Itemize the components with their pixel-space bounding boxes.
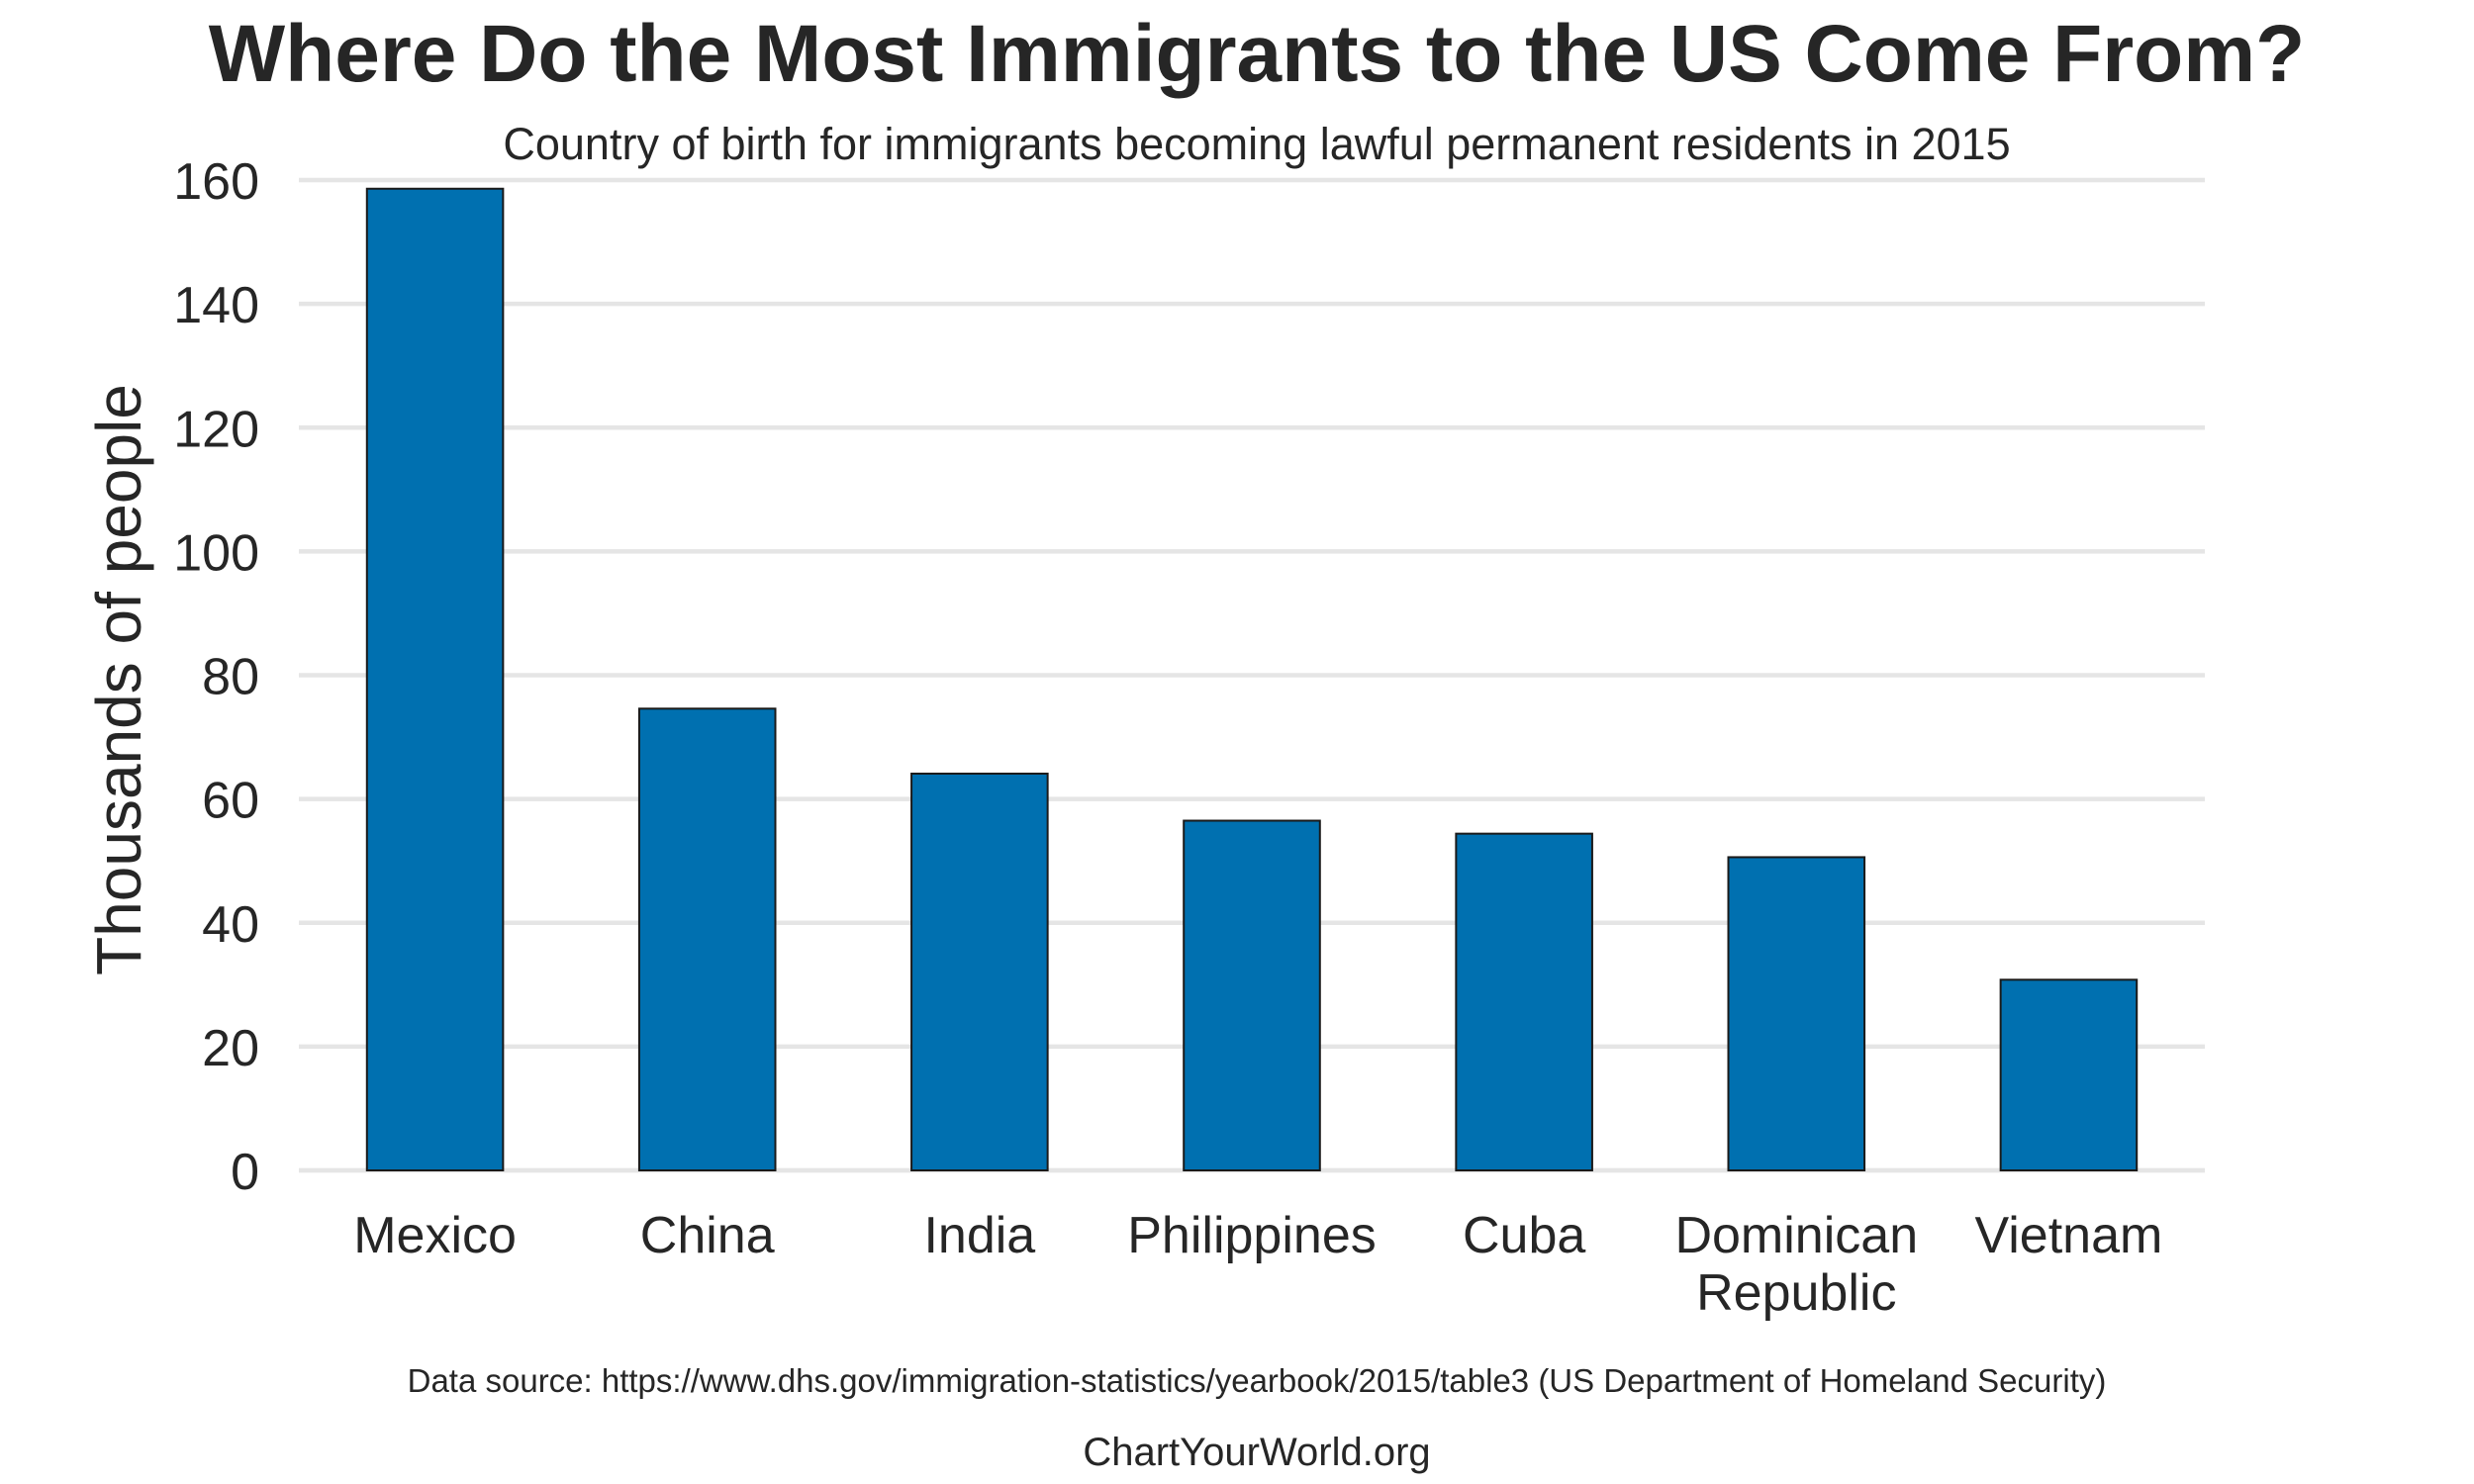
y-tick-label: 100 <box>173 524 259 582</box>
bar <box>1999 978 2139 1171</box>
y-tick-label: 80 <box>202 649 259 706</box>
bars <box>365 187 2139 1172</box>
bar <box>1183 819 1321 1171</box>
x-axis-ticks: Mexico China India Philippines Cuba Dominican… <box>353 1207 2162 1322</box>
x-tick-label: China <box>640 1207 775 1264</box>
x-tick-label: Dominican <box>1674 1207 1918 1264</box>
y-tick-label: 160 <box>173 153 259 211</box>
x-tick-label: Philippines <box>1127 1207 1377 1264</box>
y-tick-label: 60 <box>202 773 259 830</box>
chart-subtitle: Country of birth for immigrants becoming… <box>503 119 2010 169</box>
bar <box>910 772 1049 1171</box>
y-tick-label: 40 <box>202 896 259 954</box>
bar <box>1455 832 1593 1171</box>
data-source-note: Data source: https://www.dhs.gov/immigra… <box>408 1362 2107 1399</box>
x-tick-label: Cuba <box>1463 1207 1585 1264</box>
x-tick-label: India <box>923 1207 1035 1264</box>
x-tick-label: Republic <box>1696 1264 1896 1322</box>
bar <box>365 187 505 1172</box>
bar <box>637 707 777 1171</box>
y-axis-label: Thousands of people <box>83 384 154 975</box>
credit-label: ChartYourWorld.org <box>1083 1431 1430 1474</box>
bar <box>1727 856 1866 1172</box>
chart-title: Where Do the Most Immigrants to the US C… <box>209 9 2305 99</box>
grid-lines <box>299 177 2205 1173</box>
y-tick-label: 120 <box>173 401 259 458</box>
y-axis-ticks: 0 20 40 60 80 100 120 140 160 <box>173 153 259 1201</box>
y-tick-label: 140 <box>173 277 259 334</box>
x-tick-label: Vietnam <box>1975 1207 2163 1264</box>
x-tick-label: Mexico <box>353 1207 517 1264</box>
y-tick-label: 20 <box>202 1020 259 1077</box>
y-tick-label: 0 <box>231 1144 259 1201</box>
